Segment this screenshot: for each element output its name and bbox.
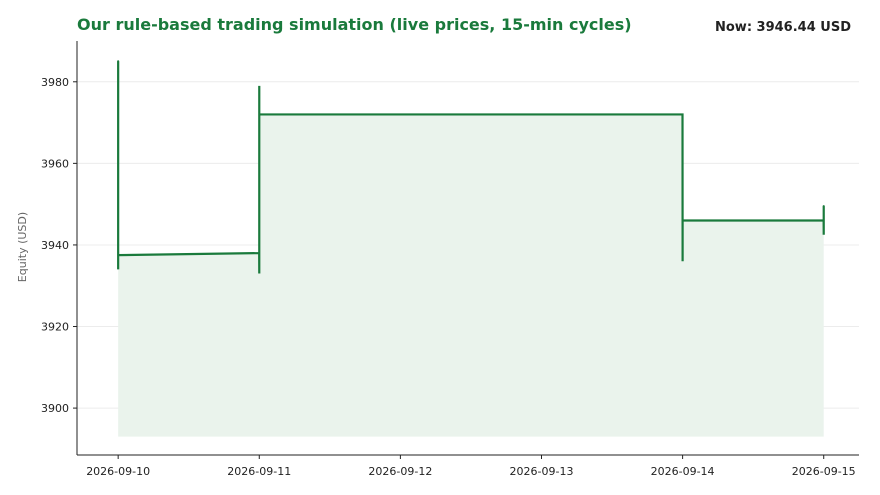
y-tick-label-0: 3900 <box>41 402 69 415</box>
area-fill-0 <box>118 61 824 437</box>
area-fill-group <box>118 61 824 437</box>
y-axis-label: Equity (USD) <box>16 212 29 282</box>
y-tick-label-1: 3920 <box>41 321 69 334</box>
x-tick-label-4: 2026-09-14 <box>651 465 715 478</box>
chart-title: Our rule-based trading simulation (live … <box>77 15 632 34</box>
x-tick-label-0: 2026-09-10 <box>86 465 150 478</box>
tick-labels: 3900 3920 3940 3960 3980 2026-09-10 2026-09-11… <box>41 76 856 478</box>
current-equity-label: Now: 3946.44 USD <box>715 20 851 35</box>
series-line-0 <box>117 60 825 274</box>
y-tick-label-3: 3960 <box>41 157 69 170</box>
axes <box>73 41 859 459</box>
y-tick-label-2: 3940 <box>41 239 69 252</box>
series-lines <box>117 60 825 274</box>
x-tick-label-2: 2026-09-12 <box>368 465 432 478</box>
x-tick-label-5: 2026-09-15 <box>792 465 856 478</box>
y-tick-label-4: 3980 <box>41 76 69 89</box>
x-tick-label-3: 2026-09-13 <box>510 465 574 478</box>
x-tick-label-1: 2026-09-11 <box>227 465 291 478</box>
